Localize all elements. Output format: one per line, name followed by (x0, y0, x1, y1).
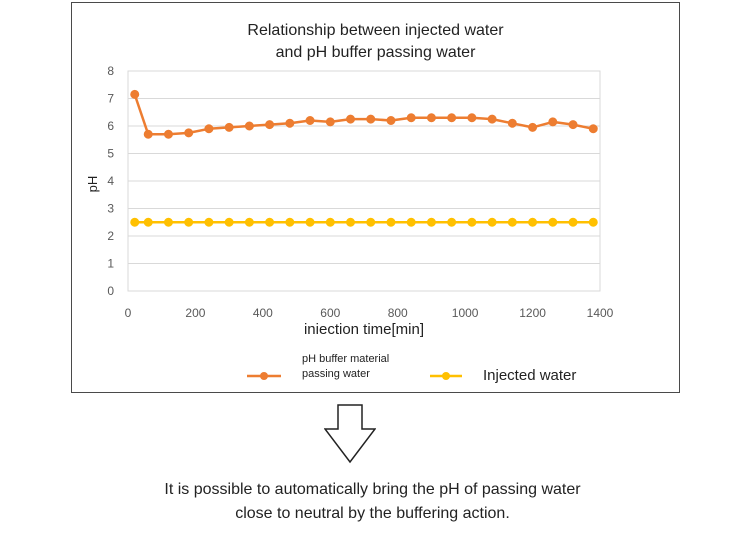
series-2-point (568, 217, 578, 227)
series-1-point (588, 124, 598, 134)
series-1-point (325, 117, 335, 127)
series-1-point (447, 113, 457, 123)
chart-title: Relationship between injected water and … (71, 20, 680, 64)
series-2-point (548, 217, 558, 227)
series-1-point (244, 121, 254, 131)
y-tick-label: 3 (107, 202, 114, 216)
series-1-point (426, 113, 436, 123)
legend-marker-2 (442, 372, 450, 380)
series-1-point (130, 89, 140, 99)
series-1-point (265, 120, 275, 130)
series-1-point (346, 114, 356, 124)
series-line-1 (133, 93, 594, 136)
series-1-point (366, 114, 376, 124)
series-2-point (143, 217, 153, 227)
legend-label-2: Injected water (483, 367, 576, 384)
y-tick-label: 1 (107, 257, 114, 271)
series-2-point (588, 217, 598, 227)
series-1-point (487, 114, 497, 124)
legend-label-1: passing water (302, 368, 370, 380)
x-tick-label: 800 (388, 306, 408, 320)
y-tick-label: 4 (107, 174, 114, 188)
series-1-point (548, 117, 558, 127)
y-tick-label: 6 (107, 119, 114, 133)
series-1-point (204, 124, 214, 134)
y-tick-label: 2 (107, 229, 114, 243)
series-1-point (163, 129, 173, 139)
series-1-point (143, 129, 153, 139)
series-2-point (528, 217, 538, 227)
y-tick-label: 0 (107, 284, 114, 298)
chart-frame (71, 2, 680, 393)
series-2-point (130, 217, 140, 227)
series-2-point (386, 217, 396, 227)
series-2-point (447, 217, 457, 227)
series-2-point (366, 217, 376, 227)
chart-title-line-1: Relationship between injected water (247, 22, 504, 39)
x-tick-label: 1000 (452, 306, 479, 320)
caption-line-1: It is possible to automatically bring th… (164, 481, 581, 498)
series-2-point (406, 217, 416, 227)
series-2-point (325, 217, 335, 227)
down-arrow-icon (324, 404, 376, 464)
x-tick-label: 1400 (587, 306, 614, 320)
series-1-point (305, 116, 315, 125)
legend-marker-1 (260, 372, 268, 380)
series-1-point (507, 118, 517, 128)
legend-label-1: pH buffer material (302, 353, 389, 365)
series-2-point (244, 217, 254, 227)
x-tick-label: 1200 (519, 306, 546, 320)
series-1-point (184, 128, 194, 138)
series-1-point (386, 116, 396, 125)
series-2-point (184, 217, 194, 227)
series-2-point (224, 217, 234, 227)
y-tick-label: 5 (107, 147, 114, 161)
caption-line-2: close to neutral by the buffering action… (235, 505, 510, 522)
x-tick-label: 600 (320, 306, 340, 320)
series-1-point (406, 113, 416, 123)
series-1-point (285, 118, 295, 128)
x-tick-label: 0 (125, 306, 132, 320)
series-2-point (285, 217, 295, 227)
series-1-point (467, 113, 477, 123)
series-2-point (305, 217, 315, 227)
series-2-point (163, 217, 173, 227)
y-tick-label: 8 (107, 64, 114, 78)
series-2-point (204, 217, 214, 227)
y-tick-label: 7 (107, 92, 114, 106)
x-tick-label: 400 (253, 306, 273, 320)
series-2-point (467, 217, 477, 227)
caption: It is possible to automatically bring th… (0, 478, 745, 526)
series-2-point (265, 217, 275, 227)
series-2-point (487, 217, 497, 227)
chart-title-line-2: and pH buffer passing water (275, 44, 476, 61)
series-1-point (224, 122, 234, 132)
series-2-point (507, 217, 517, 227)
series-2-point (346, 217, 356, 227)
series-2-point (426, 217, 436, 227)
y-axis-label: pH (85, 176, 100, 193)
x-tick-label: 200 (185, 306, 205, 320)
series-1-point (528, 122, 538, 132)
x-axis-label: iniection time[min] (304, 321, 424, 338)
series-1-point (568, 120, 578, 130)
